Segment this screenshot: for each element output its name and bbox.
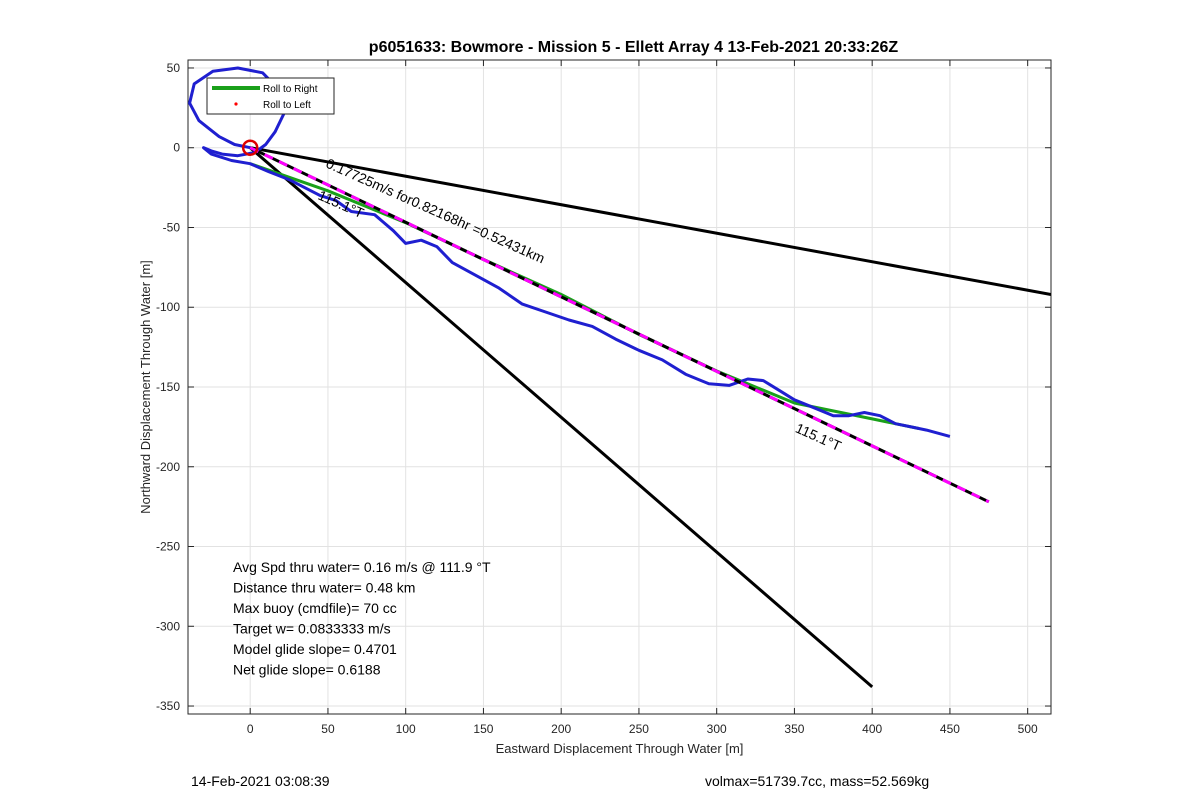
chart-title: p6051633: Bowmore - Mission 5 - Ellett A… (369, 39, 899, 56)
legend-label-roll-right: Roll to Right (263, 84, 318, 95)
y-tick-label: -150 (156, 380, 180, 394)
y-axis-label: Northward Displacement Through Water [m] (138, 260, 153, 514)
stats-line: Distance thru water= 0.48 km (233, 580, 415, 596)
axes-box (187, 59, 1052, 715)
x-tick-label: 350 (784, 722, 804, 736)
legend-box (206, 77, 335, 115)
stats-line: Model glide slope= 0.4701 (233, 641, 397, 657)
y-tick-label: -350 (156, 699, 180, 713)
footer-timestamp: 14-Feb-2021 03:08:39 (191, 773, 330, 789)
x-tick-label: 100 (396, 722, 416, 736)
series-line-heading-lower (249, 146, 874, 689)
y-tick-label: -100 (156, 300, 180, 314)
y-tick-label: -200 (156, 460, 180, 474)
x-tick-label: 300 (707, 722, 727, 736)
y-tick-label: -250 (156, 540, 180, 554)
x-tick-label: 500 (1018, 722, 1038, 736)
legend-swatch-roll-left (234, 102, 238, 106)
stats-line: Max buoy (cmdfile)= 70 cc (233, 600, 397, 616)
x-tick-label: 400 (862, 722, 882, 736)
series-line-mean-track-dash (249, 146, 990, 504)
y-tick-label: 50 (167, 61, 181, 75)
x-tick-label: 450 (940, 722, 960, 736)
x-tick-label: 0 (247, 722, 254, 736)
x-tick-label: 200 (551, 722, 571, 736)
x-axis-label: Eastward Displacement Through Water [m] (496, 741, 744, 756)
footer-mass-info: volmax=51739.7cc, mass=52.569kg (705, 773, 930, 789)
stats-line: Avg Spd thru water= 0.16 m/s @ 111.9 °T (233, 559, 491, 575)
y-tick-label: -50 (163, 220, 181, 234)
x-tick-label: 150 (473, 722, 493, 736)
series-group (188, 66, 1051, 689)
series-line-heading-upper (249, 146, 1051, 296)
legend-label-roll-left: Roll to Left (263, 100, 311, 111)
stats-line: Net glide slope= 0.6188 (233, 662, 381, 678)
start-marker (241, 139, 259, 156)
stats-line: Target w= 0.0833333 m/s (233, 621, 391, 637)
x-tick-label: 250 (629, 722, 649, 736)
x-tick-label: 50 (321, 722, 335, 736)
y-tick-label: 0 (173, 141, 180, 155)
y-tick-label: -300 (156, 619, 180, 633)
